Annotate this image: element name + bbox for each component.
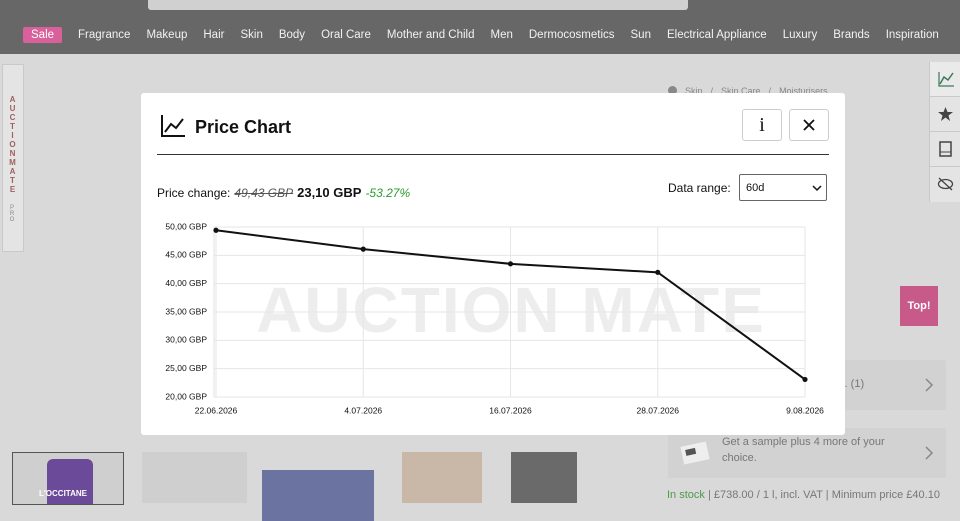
breadcrumbs: Skin / Skin Care / Moisturisers (668, 86, 828, 96)
thumbnail[interactable]: L'OCCITANE (12, 452, 124, 505)
price-change-label: Price change: (157, 186, 231, 200)
breadcrumb[interactable]: Skin Care (721, 86, 761, 96)
price-point (360, 246, 366, 252)
range-label: Data range: (668, 181, 731, 195)
price-point (213, 227, 219, 233)
chart-icon (938, 72, 954, 87)
extension-sidebar: AUCTIONMATE PRO (2, 64, 24, 252)
y-tick-label: 20,00 GBP (165, 391, 207, 401)
nav-item[interactable]: Skin (240, 29, 263, 41)
y-tick-label: 25,00 GBP (165, 363, 207, 373)
close-icon (803, 119, 815, 131)
breadcrumb[interactable]: Skin (685, 86, 703, 96)
nav-item[interactable]: Body (278, 29, 306, 41)
chevron (925, 378, 934, 392)
hide-icon (937, 177, 954, 191)
price-change: Price change: 49,43 GBP 23,10 GBP -53.27% (157, 185, 410, 200)
star-icon (938, 107, 953, 121)
x-tick-label: 9.08.2026 (786, 405, 824, 415)
y-tick-label: 35,00 GBP (165, 306, 207, 316)
nav-item[interactable]: Men (490, 29, 513, 41)
stock-price: £738.00 / 1 l, incl. VAT (713, 489, 823, 501)
old-price: 49,43 GBP (234, 186, 294, 200)
x-tick-label: 4.07.2026 (344, 405, 382, 415)
nav-item[interactable]: Oral Care (321, 29, 371, 41)
nav-sale[interactable]: Sale (23, 27, 63, 43)
price-point (655, 269, 661, 275)
top-badge: Top! (900, 286, 938, 326)
nav-item[interactable]: Sun (630, 29, 651, 41)
y-tick-label: 40,00 GBP (165, 278, 207, 288)
nav-item[interactable]: Electrical Appliance (666, 29, 767, 41)
book-tool[interactable] (930, 132, 960, 167)
price-change-percent: -53.27% (365, 186, 411, 200)
crumb-sep: / (710, 86, 714, 96)
stock-status: In stock (667, 489, 705, 501)
price-point (507, 261, 514, 267)
star-tool[interactable] (930, 97, 960, 132)
sidebar-brand: AUCTIONMATE (8, 95, 17, 194)
x-tick-label: 16.07.2026 (489, 405, 532, 415)
chevron (925, 446, 934, 460)
book-icon (939, 141, 952, 157)
y-tick-label: 30,00 GBP (165, 335, 207, 345)
new-price: 23,10 GBP (297, 185, 362, 200)
thumbnail[interactable] (511, 452, 577, 503)
nav-item[interactable]: Hair (203, 29, 225, 41)
stock-line: In stock | £738.00 / 1 l, incl. VAT | Mi… (667, 489, 940, 501)
chart-title-icon (161, 115, 185, 137)
info-button[interactable]: i (742, 109, 782, 141)
sample-card[interactable]: Get a sample plus 4 more of your choice. (668, 428, 946, 478)
hide-tool[interactable] (930, 167, 960, 201)
thumbnail[interactable] (262, 470, 374, 521)
nav-item[interactable]: Brands (833, 29, 870, 41)
nav-item[interactable]: Makeup (146, 29, 188, 41)
close-button[interactable] (789, 109, 829, 141)
search-bar[interactable] (148, 0, 688, 10)
sidebar-pro: PRO (9, 205, 15, 223)
select-arrow (812, 185, 822, 192)
crumb-sep: / (768, 86, 772, 96)
range-select[interactable]: 60d (739, 174, 827, 201)
thumbnail[interactable] (402, 452, 482, 503)
x-tick-label: 28.07.2026 (636, 405, 679, 415)
nav-item[interactable]: Luxury (782, 29, 818, 41)
stock-minimum: Minimum price £40.10 (831, 489, 940, 501)
chart-tool[interactable] (930, 62, 960, 97)
breadcrumb[interactable]: Moisturisers (779, 86, 828, 96)
price-point (802, 376, 808, 383)
divider (157, 154, 829, 155)
thumbnail[interactable] (142, 452, 247, 503)
home-icon[interactable] (668, 86, 677, 95)
thumbnail-brand: L'OCCITANE (39, 489, 87, 498)
x-tick-label: 22.06.2026 (195, 405, 238, 415)
sample-icon (680, 441, 710, 465)
nav-item[interactable]: Inspiration (885, 29, 939, 41)
y-tick-label: 50,00 GBP (165, 221, 207, 231)
price-modal: Price Chart i Price change: 49,43 GBP 23,1… (141, 93, 845, 435)
y-tick-label: 45,00 GBP (165, 250, 207, 260)
tool-bar (929, 62, 960, 202)
nav: Sale Fragrance Makeup Hair Skin Body Oral Car… (23, 27, 955, 43)
sample-text: Get a sample plus 4 more of your choice. (722, 436, 885, 464)
nav-item[interactable]: Dermocosmetics (528, 29, 615, 41)
range-value: 60d (746, 182, 765, 194)
modal-title: Price Chart (195, 117, 292, 137)
nav-item[interactable]: Fragrance (78, 29, 131, 41)
nav-item[interactable]: Mother and Child (386, 29, 475, 41)
